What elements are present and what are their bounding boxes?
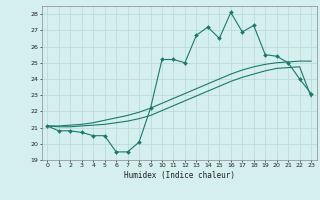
X-axis label: Humidex (Indice chaleur): Humidex (Indice chaleur) xyxy=(124,171,235,180)
